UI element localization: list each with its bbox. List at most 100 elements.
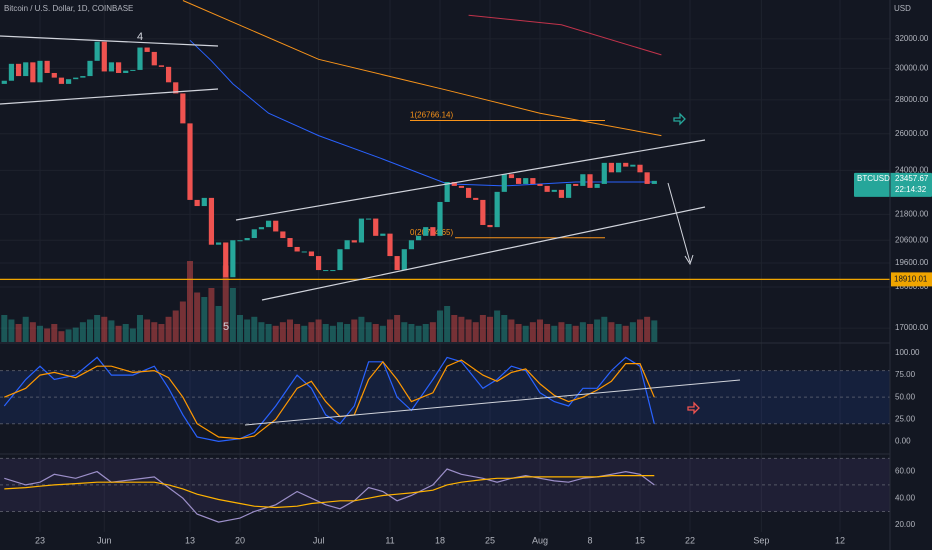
candle — [308, 251, 315, 257]
x-tick-label: 22 — [685, 535, 695, 545]
candle — [558, 189, 565, 198]
volume-bar — [194, 292, 201, 342]
volume-bar — [72, 327, 79, 342]
volume-bar — [129, 328, 136, 342]
volume-bar — [37, 325, 43, 342]
volume-bar — [51, 324, 58, 342]
volume-bar — [444, 306, 451, 342]
volume-bar — [429, 322, 436, 342]
candle — [230, 240, 236, 278]
candle — [573, 183, 579, 186]
volume-bar — [287, 319, 293, 342]
volume-bar — [544, 324, 551, 342]
y-tick-label: 60.00 — [895, 467, 916, 476]
candle — [480, 199, 486, 225]
volume-bar — [137, 315, 143, 342]
volume-bar — [622, 325, 629, 342]
y-tick-label: 28000.00 — [895, 95, 929, 104]
x-tick-label: Aug — [532, 535, 548, 545]
volume-bar — [115, 325, 122, 342]
y-tick-label: 32000.00 — [895, 34, 929, 43]
volume-bar — [315, 319, 322, 342]
volume-bar — [15, 324, 22, 342]
volume-bar — [422, 324, 429, 342]
volume-bar — [437, 310, 443, 342]
volume-bar — [651, 320, 658, 342]
candle — [158, 65, 165, 67]
candle — [223, 242, 229, 278]
candle — [194, 199, 200, 207]
volume-bar — [465, 319, 472, 342]
candle — [101, 41, 107, 72]
volume-bar — [558, 322, 565, 342]
candle — [565, 183, 572, 198]
volume-bar — [22, 316, 29, 342]
volume-bar — [358, 316, 365, 342]
candle — [444, 181, 450, 202]
candle — [551, 189, 557, 192]
candle — [94, 41, 100, 61]
volume-bar — [172, 310, 179, 342]
candle — [637, 164, 643, 173]
volume-bar — [215, 306, 222, 342]
candle — [8, 63, 15, 81]
candle — [601, 162, 607, 184]
volume-bar — [379, 325, 386, 342]
candle — [408, 240, 415, 250]
candle — [165, 66, 172, 83]
volume-bar — [94, 315, 101, 342]
grid — [0, 0, 890, 532]
volume-bar — [265, 324, 272, 342]
y-tick-label: 17000.00 — [895, 323, 929, 332]
candle — [594, 183, 600, 188]
volume-bar — [258, 322, 265, 342]
volume-bar — [179, 301, 186, 342]
candle — [323, 270, 329, 272]
volume-bar — [579, 322, 586, 342]
volume-bar — [487, 316, 493, 342]
volume-bar — [208, 288, 215, 342]
volume-bar — [229, 288, 236, 342]
candle — [215, 242, 222, 245]
volume-bar — [394, 315, 401, 342]
candle — [515, 178, 522, 184]
candle — [530, 178, 536, 184]
y-tick-label: 20.00 — [895, 520, 916, 529]
candle — [115, 62, 122, 73]
y-tick-label: 50.00 — [895, 392, 916, 401]
channel-line — [235, 139, 706, 221]
volume-bar — [515, 324, 522, 342]
candle — [301, 251, 307, 253]
candle — [280, 231, 286, 239]
candle — [373, 218, 379, 236]
candle — [1, 80, 7, 84]
volume-bar — [365, 322, 372, 342]
candle — [208, 197, 215, 245]
candle — [351, 240, 357, 243]
volume-bar — [594, 319, 601, 342]
candle — [415, 235, 422, 241]
candle — [508, 174, 515, 179]
price-tag — [854, 172, 932, 197]
candle — [80, 76, 86, 78]
candle — [358, 218, 365, 243]
symbol-title: Bitcoin / U.S. Dollar, 1D, COINBASE — [4, 4, 133, 13]
volume-bar — [629, 322, 636, 342]
under-layer — [0, 0, 890, 512]
candle — [344, 240, 350, 250]
candle — [644, 172, 650, 184]
volume-bar — [8, 319, 15, 342]
candle — [523, 178, 529, 184]
candle — [23, 62, 29, 77]
volume-bar — [408, 324, 415, 342]
candle — [615, 162, 622, 173]
volume-bar — [244, 319, 251, 342]
candle — [394, 256, 400, 271]
volume-bar — [108, 320, 115, 342]
candle — [51, 72, 57, 78]
candle — [544, 185, 550, 192]
y-tick-label: 0.00 — [895, 436, 911, 445]
oscillator-line — [3, 356, 655, 443]
volume-bar — [587, 324, 593, 342]
volume-bar — [222, 265, 229, 342]
